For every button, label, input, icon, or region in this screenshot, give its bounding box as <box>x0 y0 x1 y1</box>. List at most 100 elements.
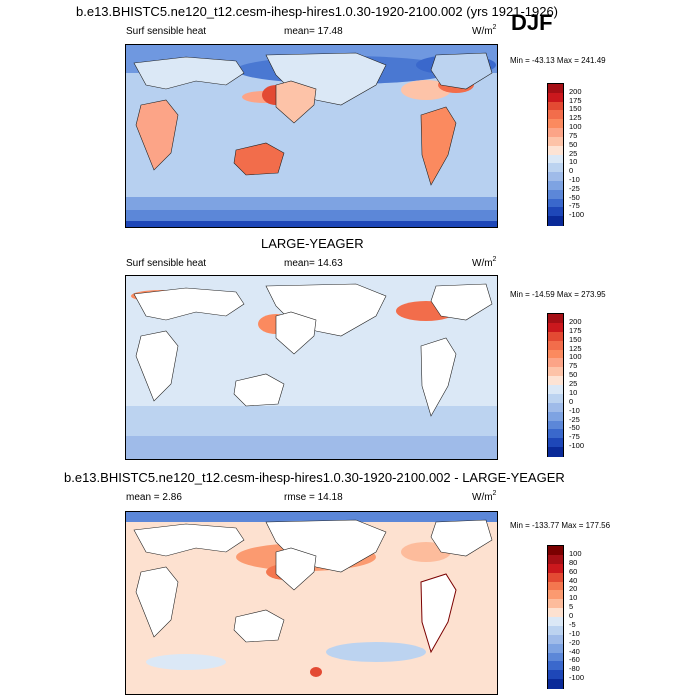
colorbar-tick-label: 100 <box>569 352 582 362</box>
colorbar-box <box>548 661 563 671</box>
colorbar-tick-label: -20 <box>569 637 580 647</box>
colorbar-tick-label: 0 <box>569 396 574 406</box>
colorbar-tick-label: 10 <box>569 387 578 397</box>
colorbar-box <box>548 92 563 103</box>
colorbar-box <box>548 145 563 155</box>
colorbar-tick-label: 200 <box>569 316 582 326</box>
colorbar-box <box>548 216 563 226</box>
colorbar-box <box>548 136 563 147</box>
colorbar-box <box>548 189 563 200</box>
colorbar-box <box>548 608 563 618</box>
colorbar-tick-label: -10 <box>569 405 580 415</box>
colorbar-box <box>548 349 563 359</box>
colorbar-tick-label: 125 <box>569 113 582 123</box>
colorbar-tick-label: -25 <box>569 414 580 424</box>
colorbar-box <box>548 358 563 368</box>
colorbar-tick-label: 25 <box>569 148 578 158</box>
colorbar-tick-label: -75 <box>569 201 580 211</box>
colorbar-box <box>548 429 563 439</box>
colorbar-box <box>548 581 563 591</box>
panel2-mean: mean= 14.63 <box>284 258 343 269</box>
colorbar-tick-label: -75 <box>569 432 580 442</box>
colorbar-tick-label: -5 <box>569 619 576 629</box>
colorbar-tick-label: -10 <box>569 174 580 184</box>
panel2-minmax: Min = -14.59 Max = 273.95 <box>510 290 606 299</box>
panel3-rmse-value: 14.18 <box>317 492 343 503</box>
colorbar-box <box>548 554 563 565</box>
colorbar-tick-label: 0 <box>569 611 574 620</box>
panel3-units-sup: 2 <box>492 490 497 497</box>
panel3-rmse: rmse = 14.18 <box>284 492 343 503</box>
colorbar-box <box>548 119 563 129</box>
colorbar-tick-label: -25 <box>569 183 580 193</box>
colorbar-box <box>548 546 563 556</box>
panel3-units: W/m2 <box>472 490 497 503</box>
colorbar-box <box>548 385 563 395</box>
colorbar-box <box>548 128 563 138</box>
colorbar-box <box>548 420 563 430</box>
colorbar-box <box>548 599 563 609</box>
panel3-units-text: W/m <box>472 492 493 503</box>
colorbar-box <box>548 110 563 120</box>
panel1-map <box>125 44 498 228</box>
colorbar-box <box>548 634 563 645</box>
colorbar-tick-label: 175 <box>569 325 582 335</box>
colorbar-tick-label: 100 <box>569 122 582 132</box>
panel2-units-text: W/m <box>472 258 493 269</box>
panel2-heading: LARGE-YEAGER <box>261 236 364 251</box>
panel1-mean-label: mean= <box>284 26 315 37</box>
colorbar-box <box>548 617 563 627</box>
colorbar-tick-label: 50 <box>569 139 578 149</box>
colorbar-tick-label: 60 <box>569 566 578 576</box>
colorbar-box <box>548 376 563 386</box>
colorbar-tick-label: 175 <box>569 95 582 105</box>
panel1-units-text: W/m <box>472 26 493 37</box>
colorbar-tick-label: 100 <box>569 548 582 558</box>
colorbar-tick-label: 0 <box>569 166 574 176</box>
panel2-map-svg <box>126 276 497 459</box>
colorbar-box <box>548 331 563 342</box>
colorbar-box <box>548 572 563 582</box>
colorbar-tick-label: 40 <box>569 575 578 585</box>
colorbar-tick-label: -50 <box>569 423 580 433</box>
colorbar-tick-label: 150 <box>569 334 582 344</box>
panel3-minmax: Min = -133.77 Max = 177.56 <box>510 521 611 530</box>
panel3-mean: mean = 2.86 <box>126 492 182 503</box>
panel2-variable-label: Surf sensible heat <box>126 258 207 269</box>
panel1-units: W/m2 <box>472 24 496 37</box>
colorbar-tick-label: -100 <box>569 210 585 220</box>
panel1-colorbar <box>547 83 564 226</box>
panel2-mean-value: 14.63 <box>317 258 343 269</box>
colorbar-tick-label: -60 <box>569 655 580 665</box>
panel2-colorbar <box>547 313 564 457</box>
colorbar-box <box>548 198 563 208</box>
panel2-map <box>125 275 498 460</box>
colorbar-box <box>548 590 563 600</box>
colorbar-box <box>548 340 563 350</box>
colorbar-box <box>548 438 563 448</box>
colorbar-box <box>548 652 563 662</box>
panel3-mean-value: 2.86 <box>162 492 182 503</box>
panel2-mean-label: mean= <box>284 258 315 269</box>
colorbar-tick-label: 200 <box>569 86 582 96</box>
colorbar-box <box>548 679 563 689</box>
colorbar-tick-label: -80 <box>569 664 580 674</box>
panel1-mean: mean= 17.48 <box>284 26 343 37</box>
colorbar-box <box>548 207 563 217</box>
panel3-heading: b.e13.BHISTC5.ne120_t12.cesm-ihesp-hires… <box>64 470 565 485</box>
colorbar-tick-label: -100 <box>569 673 585 683</box>
colorbar-box <box>548 367 563 377</box>
colorbar-box <box>548 163 563 173</box>
colorbar-tick-label: 20 <box>569 584 578 594</box>
panel3-map <box>125 511 498 695</box>
season-label: DJF <box>511 10 553 35</box>
panel3-mean-label: mean = <box>126 492 160 503</box>
colorbar-box <box>548 101 563 111</box>
panel3-map-svg <box>126 512 497 694</box>
panel1-minmax: Min = -43.13 Max = 241.49 <box>510 56 606 65</box>
panel2-units: W/m2 <box>472 256 496 269</box>
panel1-map-svg <box>126 45 497 227</box>
colorbar-tick-label: 10 <box>569 593 578 603</box>
colorbar-box <box>548 670 563 680</box>
panel3-colorbar <box>547 545 564 689</box>
